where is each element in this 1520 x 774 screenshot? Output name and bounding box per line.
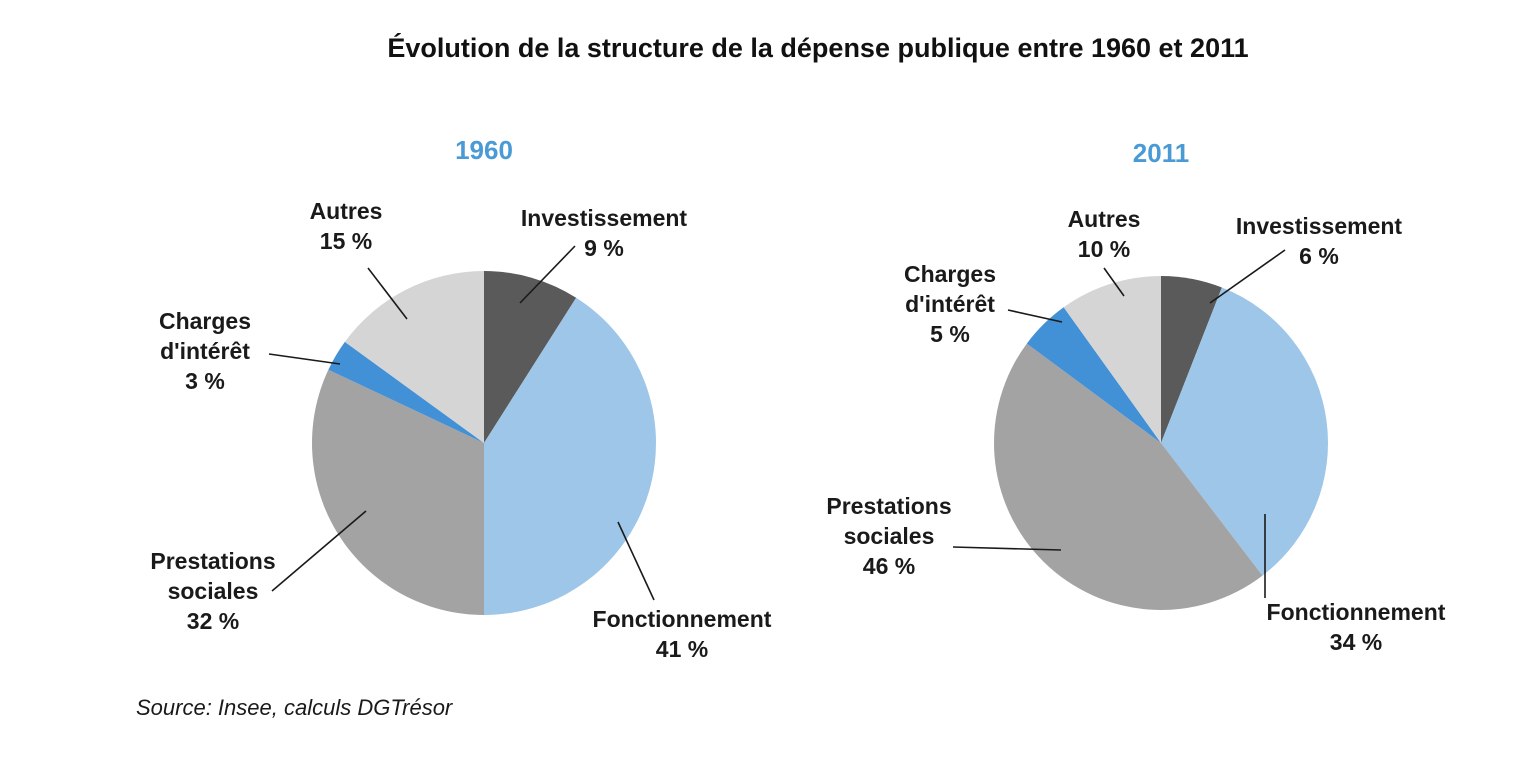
slice-label-1960-fonctionnement: Fonctionnement 41 % [593, 606, 772, 662]
pie-chart-1960: 1960 Investissement 9 % Fonctionnement 41 % P… [150, 135, 771, 662]
slice-value-label: 34 % [1330, 629, 1382, 655]
slice-label-1960-charges-d-interet: Charges d'intérêt 3 % [159, 308, 251, 394]
pie-slice-1960-autres [344, 271, 484, 443]
pie-slice-1960-fonctionnement [484, 297, 656, 615]
pie-slice-2011-prestations-sociales [994, 343, 1263, 610]
pie-chart-2011: 2011 Investissement 6 % Fonctionnement 34 % P… [826, 138, 1445, 655]
leader-line-1960-charges-d-interet [268, 353, 341, 365]
pie-title-2011: 2011 [1133, 138, 1189, 168]
leader-line-2011-charges-d-interet [1007, 309, 1063, 323]
slice-name-label: Autres [310, 198, 383, 224]
slice-name-label: Investissement [1236, 213, 1403, 239]
slice-name-label: sociales [844, 523, 935, 549]
pie-slice-2011-investissement [1161, 276, 1222, 443]
slice-label-1960-investissement: Investissement 9 % [521, 205, 688, 261]
slice-value-label: 9 % [584, 235, 624, 261]
slice-name-label: Charges [159, 308, 251, 334]
slice-label-1960-autres: Autres 15 % [310, 198, 383, 254]
slice-name-label: Investissement [521, 205, 688, 231]
slice-name-label: d'intérêt [905, 291, 995, 317]
slice-name-label: d'intérêt [160, 338, 250, 364]
pie-title-1960: 1960 [455, 135, 513, 165]
slice-value-label: 32 % [187, 608, 239, 634]
pie-slice-2011-charges-d-interet [1026, 307, 1161, 443]
pie-slices-1960 [312, 271, 656, 615]
slice-value-label: 5 % [930, 321, 970, 347]
leader-line-1960-fonctionnement [617, 521, 655, 601]
slice-label-2011-investissement: Investissement 6 % [1236, 213, 1403, 269]
pie-slice-1960-charges-d-interet [328, 341, 484, 443]
slice-value-label: 10 % [1078, 236, 1130, 262]
leader-line-2011-autres [1103, 267, 1125, 297]
source-note: Source: Insee, calculs DGTrésor [136, 695, 454, 720]
slice-label-1960-prestations-sociales: Prestations sociales 32 % [150, 548, 275, 634]
leader-line-1960-prestations-sociales [271, 510, 367, 592]
leader-line-1960-investissement [519, 245, 576, 304]
slice-value-label: 46 % [863, 553, 915, 579]
slice-value-label: 15 % [320, 228, 372, 254]
slice-value-label: 6 % [1299, 243, 1339, 269]
slice-name-label: sociales [168, 578, 259, 604]
slice-name-label: Prestations [826, 493, 951, 519]
slice-label-2011-fonctionnement: Fonctionnement 34 % [1267, 599, 1446, 655]
pie-slices-2011 [994, 276, 1328, 610]
chart-title: Évolution de la structure de la dépense … [387, 32, 1248, 63]
slice-name-label: Prestations [150, 548, 275, 574]
leader-line-2011-prestations-sociales [952, 546, 1062, 551]
pie-slice-1960-prestations-sociales [312, 369, 484, 615]
pie-slice-1960-investissement [484, 271, 577, 443]
slice-name-label: Fonctionnement [1267, 599, 1446, 625]
slice-value-label: 41 % [656, 636, 708, 662]
pie-slice-2011-fonctionnement [1161, 287, 1328, 576]
slice-label-2011-prestations-sociales: Prestations sociales 46 % [826, 493, 951, 579]
slice-name-label: Fonctionnement [593, 606, 772, 632]
slice-name-label: Charges [904, 261, 996, 287]
slice-label-2011-autres: Autres 10 % [1068, 206, 1141, 262]
slice-name-label: Autres [1068, 206, 1141, 232]
pie-slice-2011-autres [1063, 276, 1161, 443]
slice-label-2011-charges-d-interet: Charges d'intérêt 5 % [904, 261, 996, 347]
leader-line-1960-autres [367, 267, 408, 320]
slice-value-label: 3 % [185, 368, 225, 394]
leader-line-2011-investissement [1209, 249, 1286, 304]
